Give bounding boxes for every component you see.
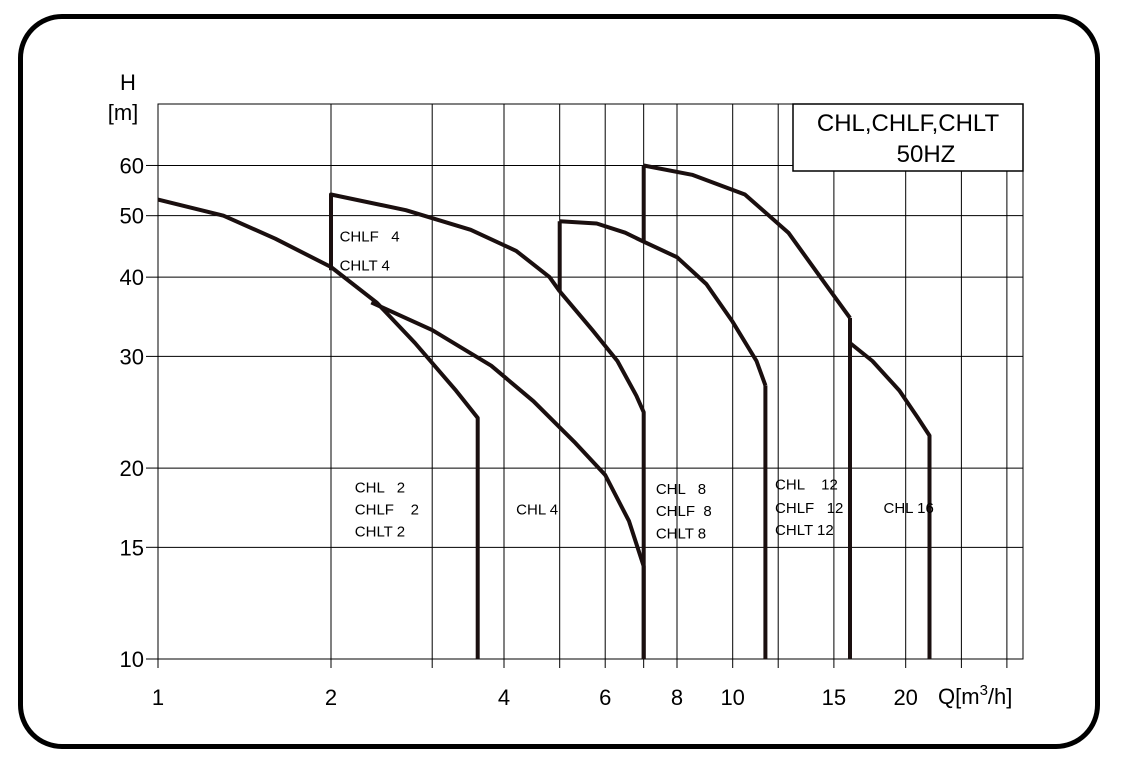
- curve-chl-2: [157, 197, 480, 659]
- curve-label: CHLF 12: [775, 500, 843, 517]
- curve-chl-8-upper: [559, 219, 768, 387]
- curve-label: CHL 8: [656, 481, 706, 498]
- curve-label: CHL 16: [884, 500, 934, 517]
- curve-chl-16-upper: [848, 341, 932, 659]
- y-axis-label-symbol: H: [120, 70, 136, 95]
- y-tick-label: 60: [120, 153, 144, 178]
- curve-label: CHLT 4: [340, 257, 390, 274]
- tick-labels: 1 2 4 6 8 10 15 20 10 15 20 30 40 50 60: [120, 153, 918, 710]
- curve-chl-12-upper: [643, 163, 852, 320]
- x-tick-label: 6: [599, 685, 611, 710]
- x-tick-label: 4: [498, 685, 510, 710]
- x-axis-label-tail: /h]: [988, 684, 1012, 709]
- y-tick-label: 15: [120, 535, 144, 560]
- y-tick-label: 40: [120, 265, 144, 290]
- x-tick-label: 2: [325, 685, 337, 710]
- curve-label: CHL 4: [516, 501, 558, 518]
- curve-label: CHLT 2: [355, 524, 405, 541]
- curve-label: CHL 2: [355, 480, 405, 497]
- curve-label: CHL 12: [775, 477, 838, 494]
- chart-title-line-1: CHL,CHLF,CHLT: [817, 110, 1000, 137]
- title-box: CHL,CHLF,CHLT 50HZ: [792, 103, 1024, 172]
- x-axis-label: Q[m3/h]: [938, 682, 1012, 709]
- y-tick-label: 20: [120, 456, 144, 481]
- x-axis-label-sup: 3: [980, 682, 988, 699]
- x-tick-label: 15: [822, 685, 846, 710]
- x-axis-label-main: Q[m: [938, 684, 980, 709]
- y-tick-label: 10: [120, 647, 144, 672]
- y-tick-label: 30: [120, 344, 144, 369]
- x-tick-label: 1: [152, 685, 164, 710]
- y-tick-label: 50: [120, 204, 144, 229]
- x-tick-label: 8: [671, 685, 683, 710]
- curve-chlf-4: [329, 192, 562, 293]
- curve-label: CHLF 8: [656, 503, 712, 520]
- y-axis-label-unit: [m]: [108, 100, 139, 125]
- x-tick-label: 10: [720, 685, 744, 710]
- chart-title-line-2: 50HZ: [897, 141, 956, 168]
- curve-chl-8: [558, 290, 646, 659]
- curve-label: CHLF 2: [355, 501, 419, 518]
- curves: [157, 163, 932, 659]
- grid: [146, 103, 1024, 668]
- x-tick-label: 20: [893, 685, 917, 710]
- curve-label: CHLT 8: [656, 525, 706, 542]
- curve-label: CHLT 12: [775, 522, 834, 539]
- curve-chl-4: [370, 300, 646, 659]
- curve-labels: CHLF 4 CHLT 4 CHL 2 CHLF 2 CHLT 2 CHL 4 CHL 8 C…: [340, 229, 934, 543]
- curve-label: CHLF 4: [340, 229, 400, 246]
